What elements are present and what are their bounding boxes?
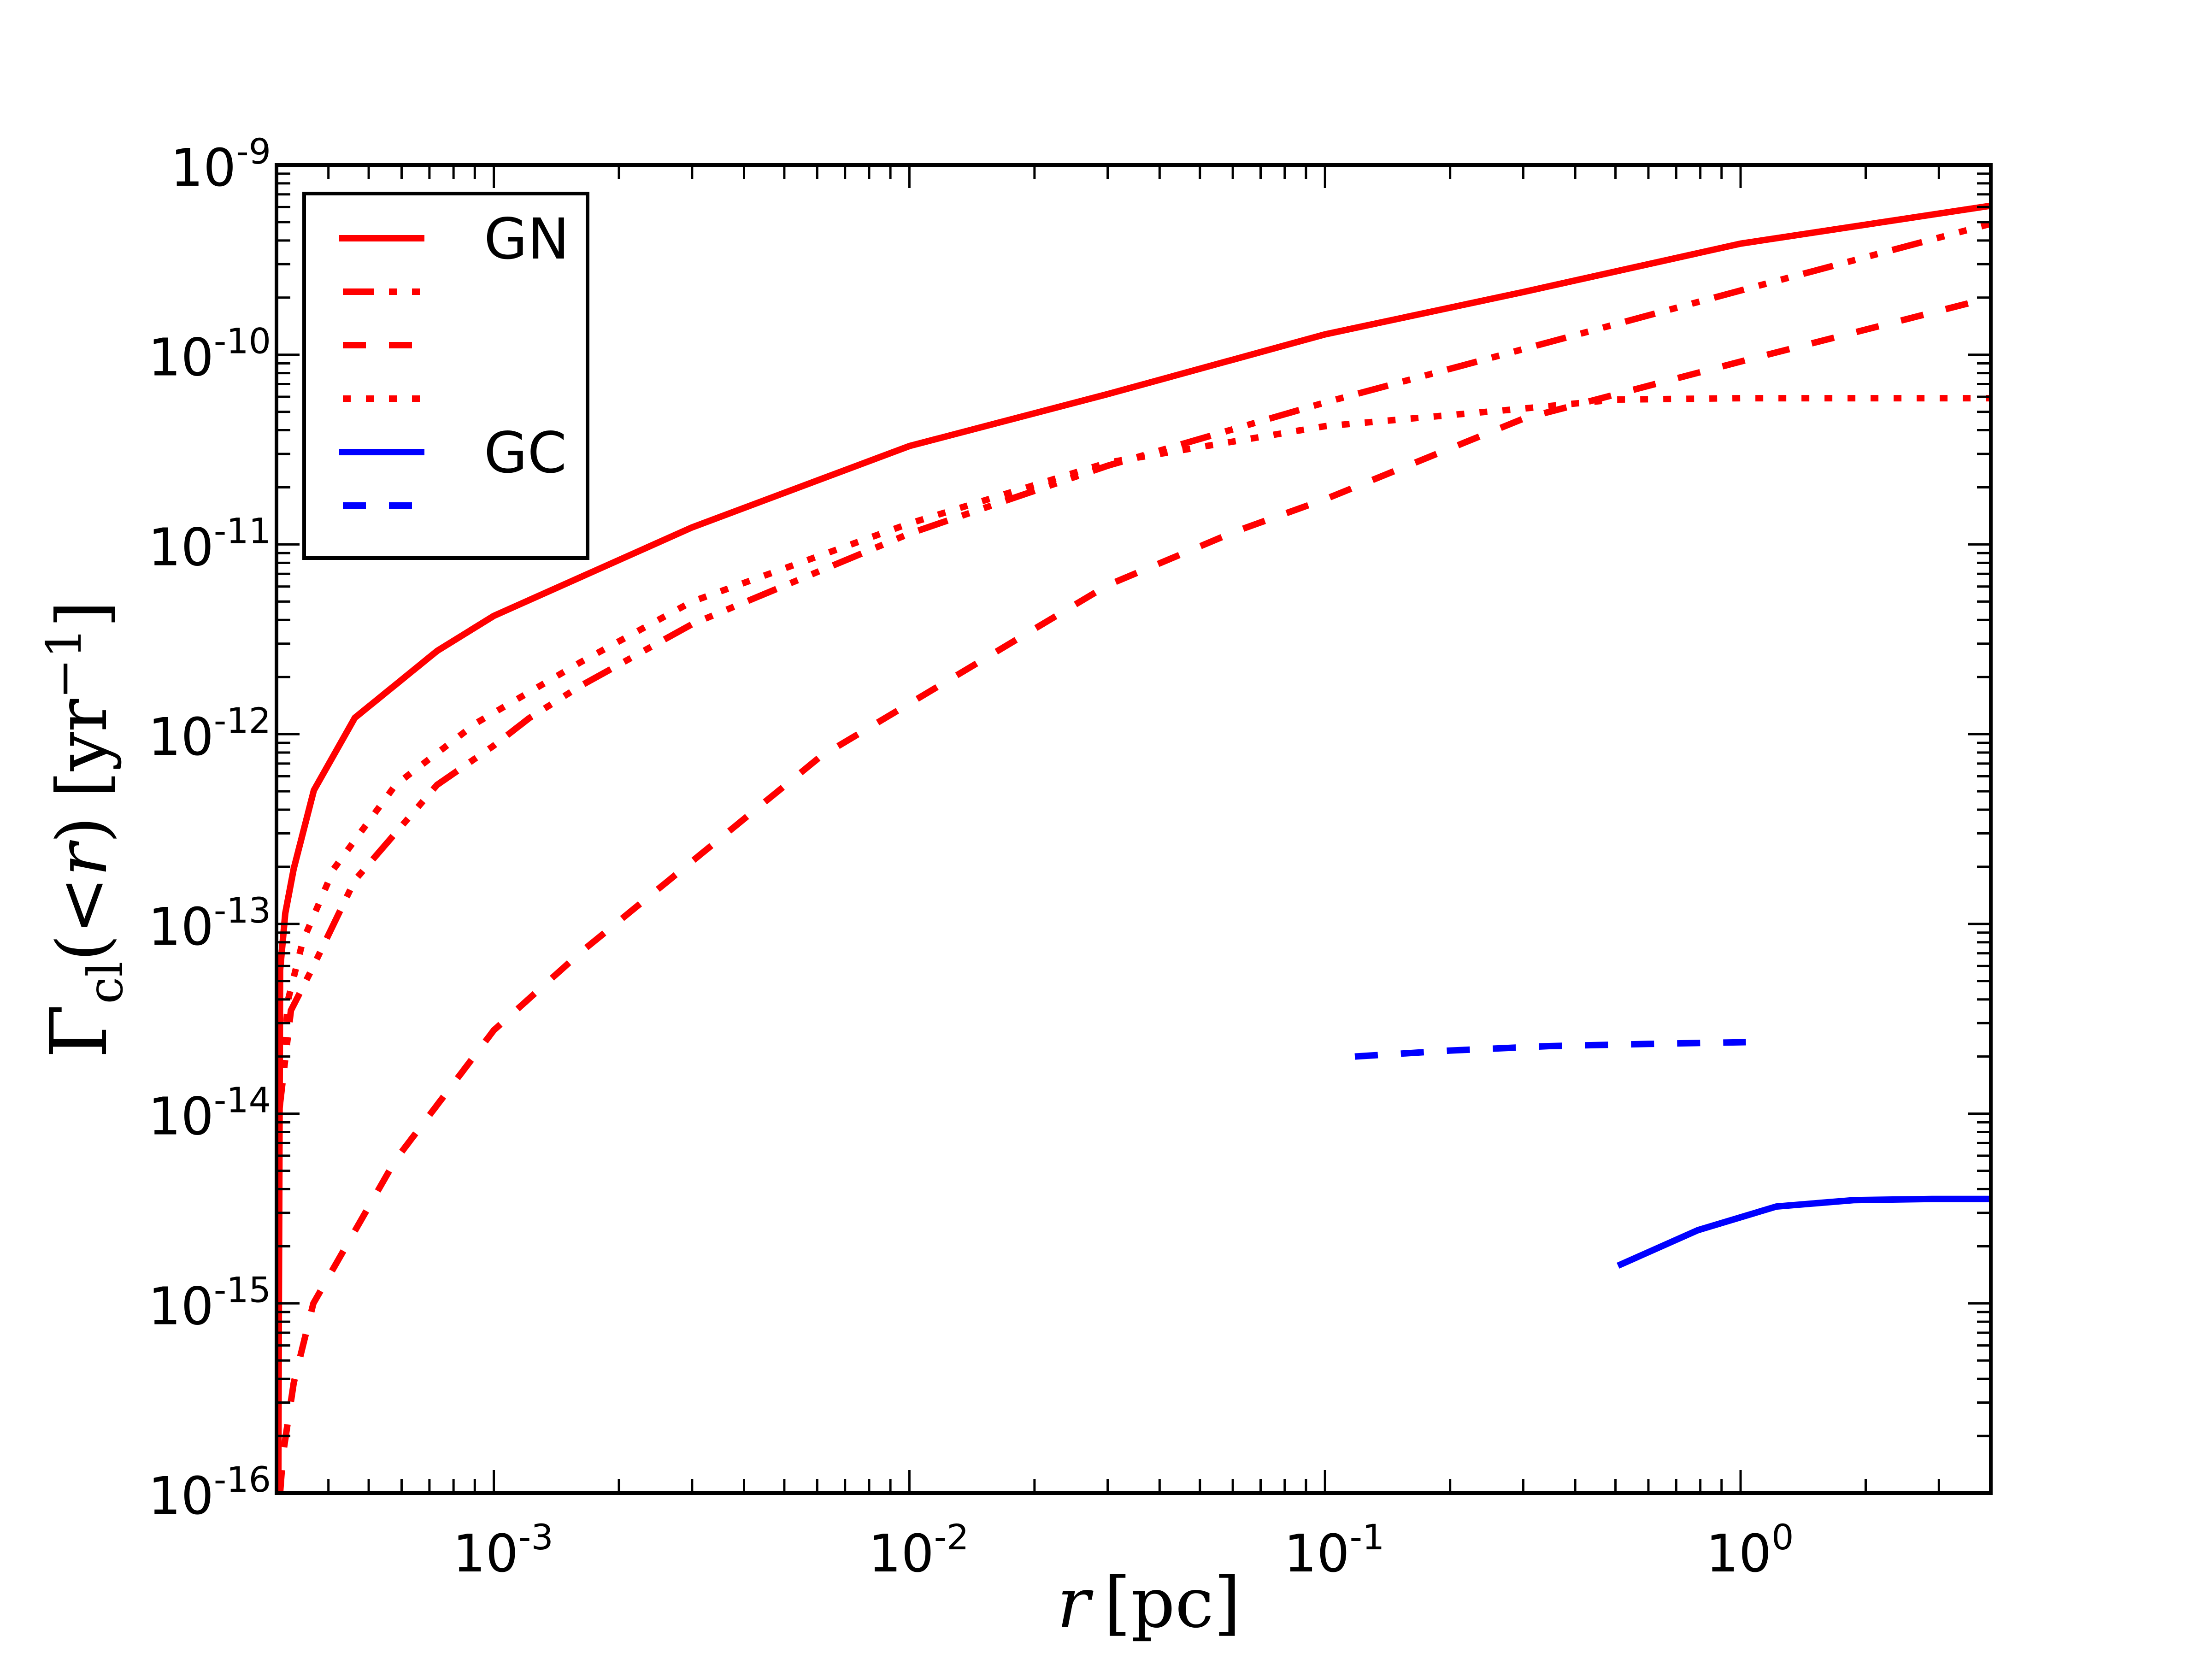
series-line-4-gc [1617,1195,1991,1269]
y-tick-label: 10-11 [148,510,271,577]
legend-label-gc: GC [484,420,567,486]
series-line-2 [276,294,1991,1493]
axes-frame [275,163,1993,1495]
tick-labels: 10-3 10-2 10-1 100 10-9 10-10 10-11 10-12 10-13 1… [148,131,1794,1584]
x-tick-label: 100 [1706,1517,1794,1584]
y-axis-label: Γcl(<r)[yr−1] [34,600,134,1058]
ticks [275,164,1992,1494]
y-tick-label: 10-13 [148,890,271,957]
x-tick-label: 10-1 [1284,1517,1384,1584]
y-tick-label: 10-14 [148,1080,271,1147]
y-tick-label: 10-12 [148,700,271,767]
x-axis-label: r [pc] [1057,1563,1241,1643]
x-tick-label: 10-2 [868,1517,969,1584]
series-line-1 [276,220,1991,1114]
legend-label-gn: GN [484,206,570,272]
series-line-5 [1354,1039,1746,1060]
x-tick-label: 10-3 [453,1517,553,1584]
y-tick-label: 10-15 [148,1269,271,1336]
legend-box [302,192,589,560]
legend: GN GC [302,192,589,560]
y-tick-label: 10-10 [148,321,271,388]
y-tick-label: 10-9 [171,131,271,198]
y-tick-label: 10-16 [148,1459,271,1526]
